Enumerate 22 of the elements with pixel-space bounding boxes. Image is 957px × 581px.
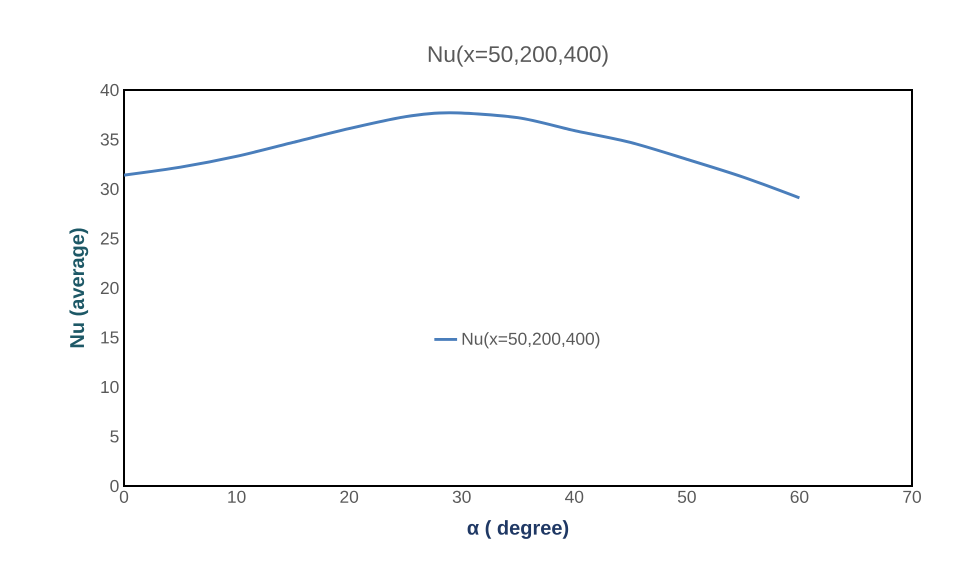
x-tick-label: 0 [120,490,128,503]
x-tick-label: 50 [678,490,696,503]
y-tick-label: 30 [100,182,119,196]
x-tick-label: 70 [903,490,921,503]
y-tick-label: 40 [100,84,119,96]
y-tick-label: 35 [100,133,119,146]
x-tick-label: 60 [790,490,808,503]
y-tick-label: 20 [100,282,119,294]
legend-label: Nu(x=50,200,400) [462,332,600,348]
x-tick-label: 40 [565,490,584,503]
x-tick-label: 20 [340,490,358,503]
x-tick-label: 10 [228,490,246,503]
chart-title: Nu(x=50,200,400) [428,46,608,67]
y-tick-label: 5 [110,430,119,443]
line-series [124,111,801,200]
y-tick-label: 25 [100,232,119,245]
y-tick-label: 10 [101,380,119,394]
x-axis-title: α ( degree) [468,520,568,539]
y-tick-label: 0 [110,480,119,492]
x-tick-label: 30 [452,490,471,503]
y-tick-label: 15 [101,331,119,344]
y-axis-title: Nu (average) [69,228,88,348]
